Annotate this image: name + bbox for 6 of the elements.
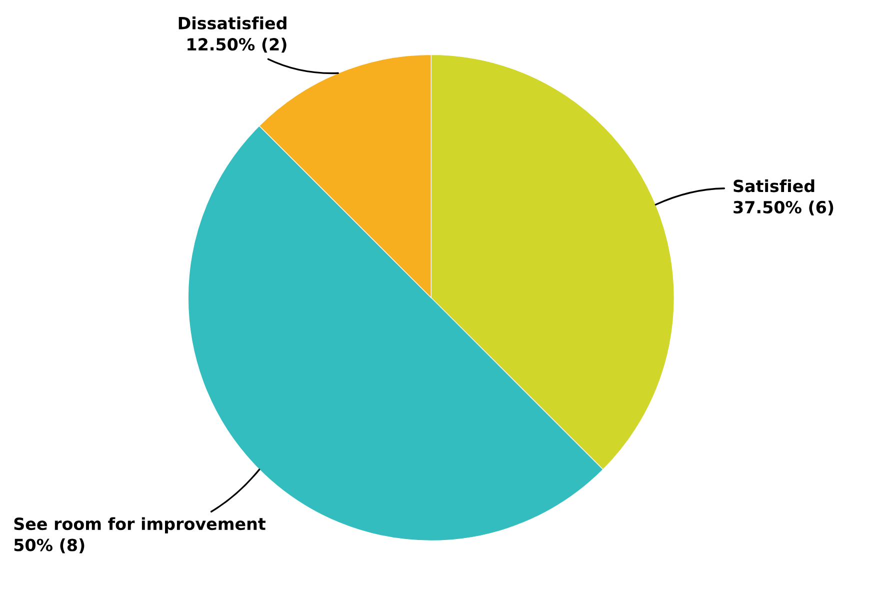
data-label: 12.50% (2) — [188, 38, 286, 53]
slice-label: Dissatisfied — [178, 16, 286, 30]
data-label: 50% (8) — [14, 538, 84, 554]
slice-label: See room for improvement — [14, 517, 266, 534]
slice-label: Satisfied — [734, 179, 814, 192]
data-label: 37.50% (6) — [734, 200, 834, 216]
